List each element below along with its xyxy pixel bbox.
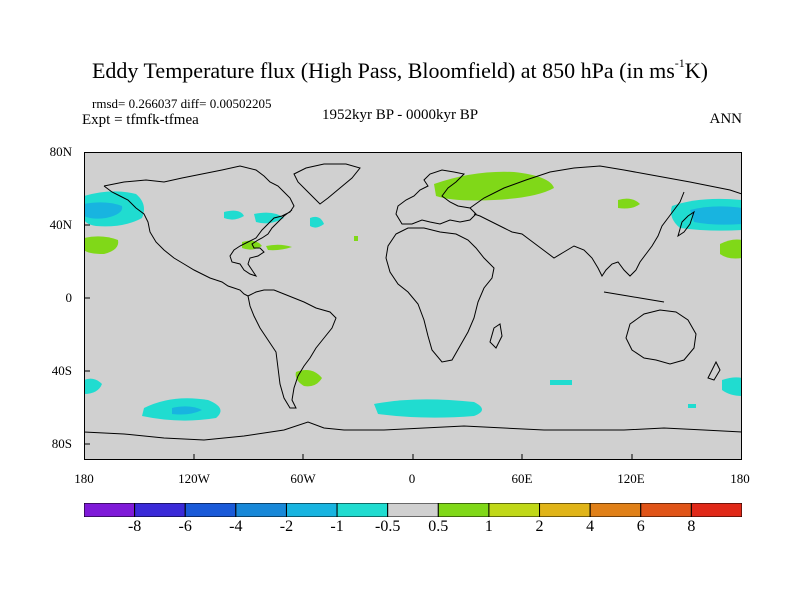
anomaly-patches bbox=[84, 171, 742, 421]
lon-label-60w: 60W bbox=[290, 471, 316, 486]
coast-new-zealand bbox=[707, 360, 721, 381]
coast-asia bbox=[469, 165, 742, 209]
coast-madagascar bbox=[489, 323, 503, 349]
colorbar-swatch bbox=[336, 503, 389, 517]
colorbar-swatch bbox=[690, 503, 742, 517]
colorbar-swatch bbox=[184, 503, 237, 517]
lat-label-80n: 80N bbox=[49, 144, 72, 159]
patch-s-pacific-west bbox=[84, 378, 102, 394]
coast-europe bbox=[395, 169, 477, 225]
coast-indonesia bbox=[603, 291, 665, 303]
patch-s-pacific-east bbox=[722, 377, 742, 396]
coast-antarctica bbox=[84, 421, 742, 441]
patch-atlantic-2 bbox=[310, 216, 324, 228]
coast-asia-east bbox=[473, 191, 685, 277]
lat-label-80s: 80S bbox=[51, 436, 72, 451]
colorbar-tick-label: 4 bbox=[586, 518, 595, 535]
patch-s-america bbox=[295, 370, 322, 387]
lon-label-180w: 180 bbox=[74, 471, 94, 486]
colorbar-swatch bbox=[437, 503, 490, 517]
patch-npacific-west-core bbox=[84, 202, 123, 219]
lat-label-0: 0 bbox=[65, 290, 73, 305]
patch-caribbean bbox=[266, 244, 292, 251]
lon-label-180e: 180 bbox=[730, 471, 750, 486]
colorbar-tick-label: -6 bbox=[178, 518, 192, 535]
colorbar-tick-label: 1 bbox=[484, 518, 493, 535]
colorbar-tick-label: 2 bbox=[535, 518, 544, 535]
colorbar-swatch bbox=[285, 503, 338, 517]
coast-africa bbox=[385, 227, 495, 363]
lon-label-120w: 120W bbox=[178, 471, 210, 486]
colorbar-tick-label: -1 bbox=[330, 518, 344, 535]
coast-central-america bbox=[215, 279, 249, 297]
colorbar-swatch bbox=[387, 503, 439, 517]
colorbar-tick-label: -2 bbox=[279, 518, 294, 535]
colorbar-swatch bbox=[84, 503, 136, 517]
map-title: Eddy Temperature flux (High Pass, Bloomf… bbox=[91, 56, 708, 83]
lon-label-60e: 60E bbox=[511, 471, 533, 486]
patch-npacific-east-green bbox=[720, 239, 742, 259]
season-label: ANN bbox=[709, 111, 743, 127]
patch-s-atlantic bbox=[374, 399, 482, 418]
patch-npacific-green bbox=[84, 236, 119, 254]
colorbar-tick-label: -8 bbox=[127, 518, 142, 535]
lat-label-40s: 40S bbox=[51, 363, 72, 378]
coast-japan bbox=[677, 210, 695, 238]
patch-central-asia bbox=[618, 198, 640, 209]
colorbar-tick-label: -0.5 bbox=[375, 518, 401, 535]
colorbar-tick-label: -4 bbox=[229, 518, 243, 535]
lat-label-40n: 40N bbox=[49, 217, 72, 232]
title-superscript: -1 bbox=[674, 56, 685, 70]
patch-us-east bbox=[224, 210, 244, 220]
world-map bbox=[84, 152, 742, 460]
colorbar-tick-label: 0.5 bbox=[428, 518, 449, 535]
coast-north-america bbox=[103, 165, 295, 277]
colorbar-swatch bbox=[539, 503, 591, 517]
colorbar-swatch bbox=[488, 503, 541, 517]
colorbar-swatch bbox=[589, 503, 642, 517]
coast-na-west bbox=[103, 185, 217, 281]
patch-s-pacific-dot bbox=[688, 404, 696, 408]
patch-atlantic-small bbox=[354, 236, 358, 241]
stats-text: rmsd= 0.266037 diff= 0.00502205 bbox=[92, 96, 272, 111]
coast-australia bbox=[625, 309, 697, 365]
colorbar-tick-label: 8 bbox=[687, 518, 696, 535]
lon-label-120e: 120E bbox=[617, 471, 645, 486]
coast-south-america bbox=[247, 289, 337, 409]
map-ticks bbox=[84, 152, 742, 460]
colorbar-swatch bbox=[640, 503, 692, 517]
patch-atlantic-1 bbox=[254, 212, 284, 224]
patch-npacific-east-core bbox=[690, 206, 742, 225]
coastlines bbox=[84, 163, 742, 441]
colorbar-tick-label: 6 bbox=[636, 518, 645, 535]
patch-s-pacific-core bbox=[172, 406, 202, 415]
patch-indian bbox=[550, 380, 572, 385]
colorbar-swatch bbox=[134, 503, 186, 517]
lon-label-0: 0 bbox=[408, 471, 416, 486]
patch-eurasia bbox=[434, 171, 554, 201]
experiment-label: Expt = tfmfk-tfmea bbox=[82, 112, 199, 128]
coast-greenland bbox=[293, 163, 361, 205]
period-label: 1952kyr BP - 0000kyr BP bbox=[322, 107, 479, 123]
colorbar-swatch bbox=[235, 503, 287, 517]
colorbar bbox=[84, 503, 742, 517]
